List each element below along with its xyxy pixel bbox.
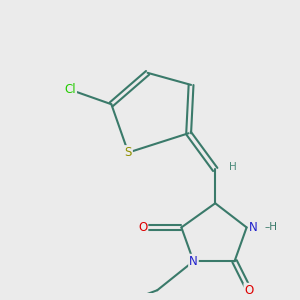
Text: H: H — [229, 162, 236, 172]
Text: Cl: Cl — [64, 83, 76, 96]
Text: N: N — [249, 221, 258, 234]
Text: O: O — [138, 221, 147, 234]
Text: O: O — [244, 284, 254, 297]
Text: N: N — [189, 255, 198, 268]
Text: –H: –H — [265, 222, 278, 233]
Text: S: S — [124, 146, 132, 159]
